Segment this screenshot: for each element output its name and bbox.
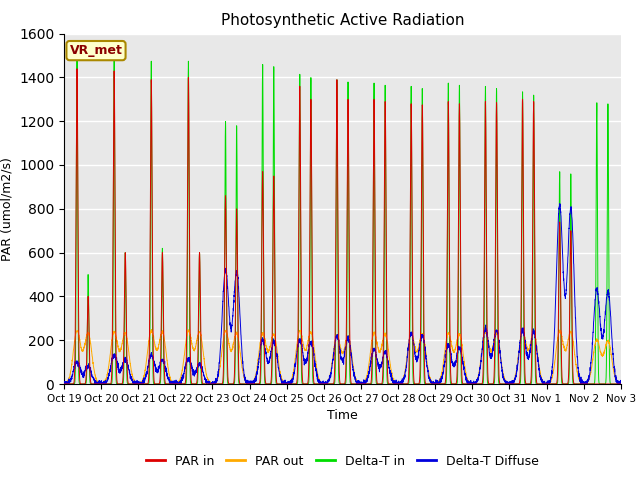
Y-axis label: PAR (umol/m2/s): PAR (umol/m2/s) bbox=[1, 157, 13, 261]
Legend: PAR in, PAR out, Delta-T in, Delta-T Diffuse: PAR in, PAR out, Delta-T in, Delta-T Dif… bbox=[141, 450, 544, 473]
Text: VR_met: VR_met bbox=[70, 44, 122, 57]
Title: Photosynthetic Active Radiation: Photosynthetic Active Radiation bbox=[221, 13, 464, 28]
X-axis label: Time: Time bbox=[327, 409, 358, 422]
